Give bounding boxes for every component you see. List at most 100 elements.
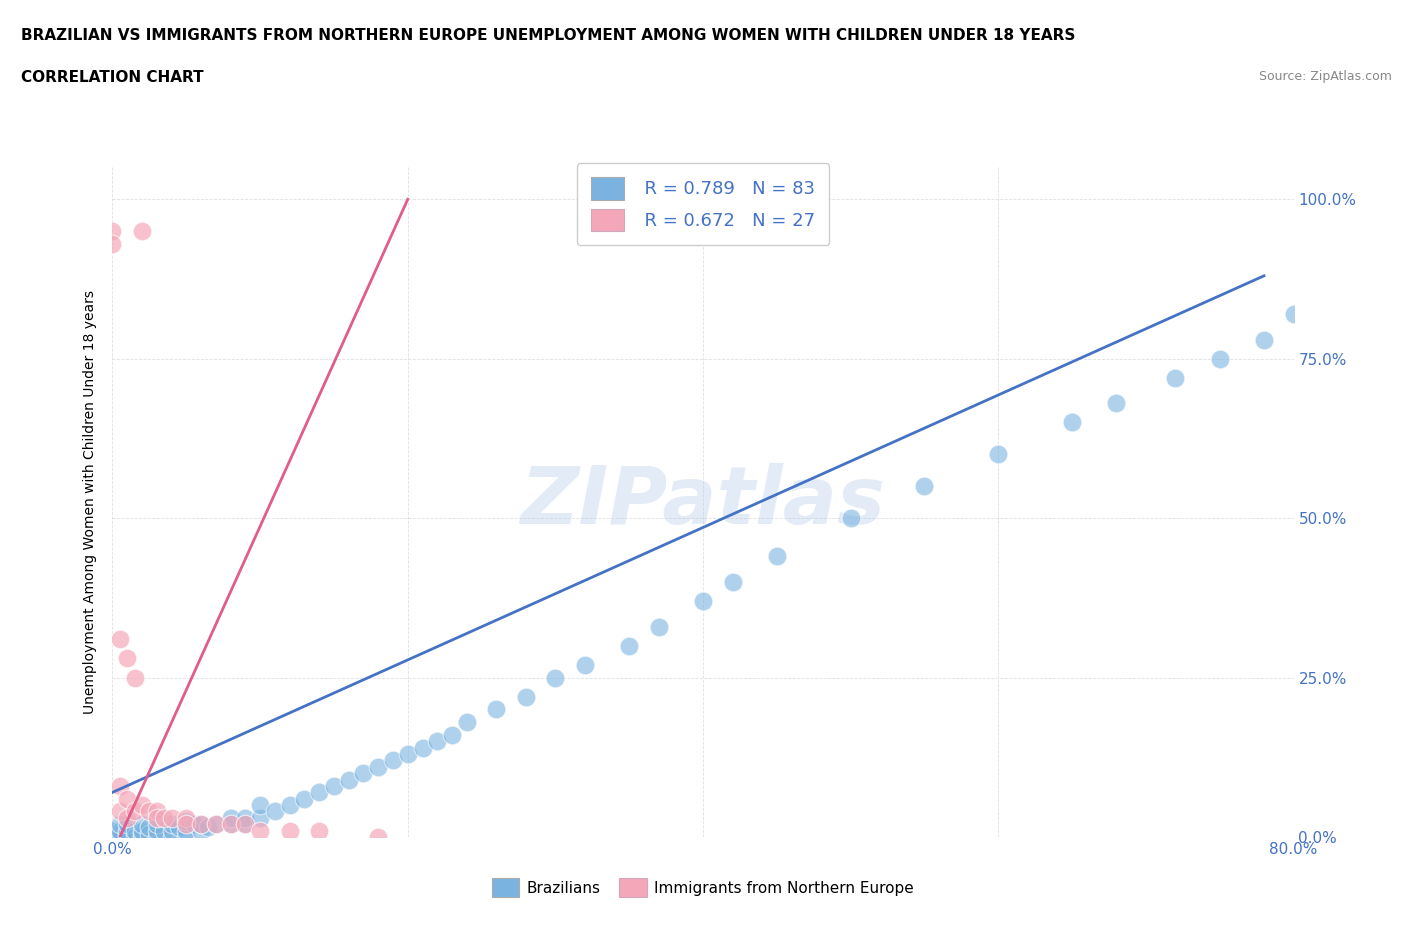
Point	[190, 817, 212, 831]
Point	[278, 823, 301, 838]
Point	[308, 823, 330, 838]
Legend: Brazilians, Immigrants from Northern Europe: Brazilians, Immigrants from Northern Eur…	[485, 872, 921, 903]
Point	[138, 820, 160, 835]
Point	[515, 689, 537, 704]
Point	[101, 830, 124, 844]
Point	[153, 810, 176, 825]
Point	[160, 823, 183, 838]
Point	[131, 827, 153, 842]
Point	[411, 740, 433, 755]
Text: ZIPatlas: ZIPatlas	[520, 463, 886, 541]
Point	[101, 830, 124, 844]
Point	[456, 715, 478, 730]
Point	[174, 823, 197, 838]
Point	[692, 593, 714, 608]
Point	[1253, 332, 1275, 347]
Point	[1105, 396, 1128, 411]
Point	[367, 830, 389, 844]
Point	[914, 479, 936, 494]
Point	[574, 658, 596, 672]
Point	[101, 830, 124, 844]
Point	[382, 753, 405, 768]
Text: CORRELATION CHART: CORRELATION CHART	[21, 70, 204, 85]
Point	[839, 511, 862, 525]
Point	[205, 817, 228, 831]
Point	[101, 830, 124, 844]
Point	[352, 765, 374, 780]
Text: BRAZILIAN VS IMMIGRANTS FROM NORTHERN EUROPE UNEMPLOYMENT AMONG WOMEN WITH CHILD: BRAZILIAN VS IMMIGRANTS FROM NORTHERN EU…	[21, 28, 1076, 43]
Point	[219, 810, 242, 825]
Point	[647, 619, 671, 634]
Point	[146, 817, 169, 831]
Point	[108, 817, 131, 831]
Point	[1312, 281, 1334, 296]
Point	[1062, 415, 1084, 430]
Point	[323, 778, 346, 793]
Point	[308, 785, 330, 800]
Point	[108, 823, 131, 838]
Point	[131, 817, 153, 831]
Point	[117, 810, 138, 825]
Point	[249, 798, 271, 813]
Point	[197, 820, 219, 835]
Point	[183, 817, 205, 831]
Point	[987, 447, 1010, 462]
Point	[367, 760, 389, 775]
Point	[146, 810, 169, 825]
Point	[124, 823, 146, 838]
Point	[233, 810, 256, 825]
Point	[101, 827, 124, 842]
Point	[160, 817, 183, 831]
Point	[124, 804, 146, 819]
Point	[167, 820, 190, 835]
Point	[124, 830, 146, 844]
Point	[619, 638, 641, 653]
Point	[117, 817, 138, 831]
Point	[264, 804, 287, 819]
Point	[219, 817, 242, 831]
Point	[108, 631, 131, 646]
Point	[124, 671, 146, 685]
Point	[721, 575, 744, 590]
Point	[337, 772, 360, 787]
Point	[117, 830, 138, 844]
Point	[138, 827, 160, 842]
Point	[233, 817, 256, 831]
Point	[278, 798, 301, 813]
Text: Source: ZipAtlas.com: Source: ZipAtlas.com	[1258, 70, 1392, 83]
Point	[292, 791, 315, 806]
Point	[174, 817, 197, 831]
Point	[101, 830, 124, 844]
Point	[138, 804, 160, 819]
Point	[146, 804, 169, 819]
Point	[426, 734, 449, 749]
Point	[131, 224, 153, 239]
Point	[396, 747, 419, 762]
Point	[108, 830, 131, 844]
Point	[1208, 352, 1232, 366]
Point	[160, 810, 183, 825]
Point	[174, 814, 197, 829]
Y-axis label: Unemployment Among Women with Children Under 18 years: Unemployment Among Women with Children U…	[83, 290, 97, 714]
Point	[101, 830, 124, 844]
Point	[108, 778, 131, 793]
Point	[205, 817, 228, 831]
Point	[131, 798, 153, 813]
Point	[160, 830, 183, 844]
Point	[1355, 256, 1378, 271]
Point	[101, 224, 124, 239]
Point	[101, 830, 124, 844]
Point	[233, 817, 256, 831]
Point	[544, 671, 567, 685]
Point	[117, 651, 138, 666]
Point	[101, 823, 124, 838]
Point	[249, 810, 271, 825]
Point	[117, 823, 138, 838]
Point	[117, 791, 138, 806]
Point	[117, 827, 138, 842]
Point	[1164, 370, 1187, 385]
Point	[146, 823, 169, 838]
Point	[249, 823, 271, 838]
Point	[108, 804, 131, 819]
Point	[485, 702, 508, 717]
